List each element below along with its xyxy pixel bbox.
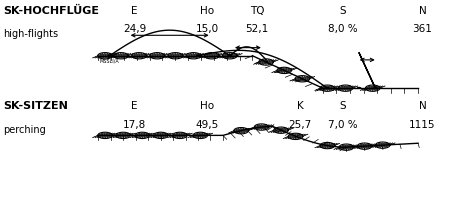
Text: 17,8: 17,8	[123, 120, 146, 130]
Text: S: S	[340, 6, 347, 16]
Text: 24,9: 24,9	[123, 24, 146, 34]
Text: 25,7: 25,7	[288, 120, 312, 130]
Text: SK-SITZEN: SK-SITZEN	[3, 101, 68, 111]
Text: 52,1: 52,1	[245, 24, 268, 34]
Text: MSSLI/A: MSSLI/A	[100, 58, 119, 63]
Polygon shape	[373, 87, 378, 89]
Text: 1115: 1115	[410, 120, 436, 130]
Text: 49,5: 49,5	[196, 120, 219, 130]
Text: 15,0: 15,0	[196, 24, 219, 34]
Text: Ho: Ho	[200, 6, 214, 16]
Text: SK-HOCHFLÜGE: SK-HOCHFLÜGE	[3, 6, 99, 16]
Polygon shape	[264, 61, 268, 63]
Text: N: N	[419, 6, 426, 16]
Text: 8,0 %: 8,0 %	[329, 24, 358, 34]
Polygon shape	[228, 54, 232, 56]
Polygon shape	[357, 87, 361, 89]
Text: K: K	[297, 101, 303, 111]
Polygon shape	[228, 54, 232, 56]
Text: TQ: TQ	[250, 6, 264, 16]
Polygon shape	[196, 54, 200, 56]
Text: E: E	[131, 6, 138, 16]
Polygon shape	[107, 54, 112, 56]
Text: 361: 361	[413, 24, 433, 34]
Polygon shape	[325, 87, 329, 89]
Text: S: S	[340, 101, 347, 111]
Text: N: N	[419, 101, 426, 111]
Text: Ho: Ho	[200, 101, 214, 111]
Text: perching: perching	[3, 125, 46, 135]
Text: E: E	[131, 101, 138, 111]
Text: 7,0 %: 7,0 %	[329, 120, 358, 130]
Text: high-flights: high-flights	[3, 29, 58, 39]
